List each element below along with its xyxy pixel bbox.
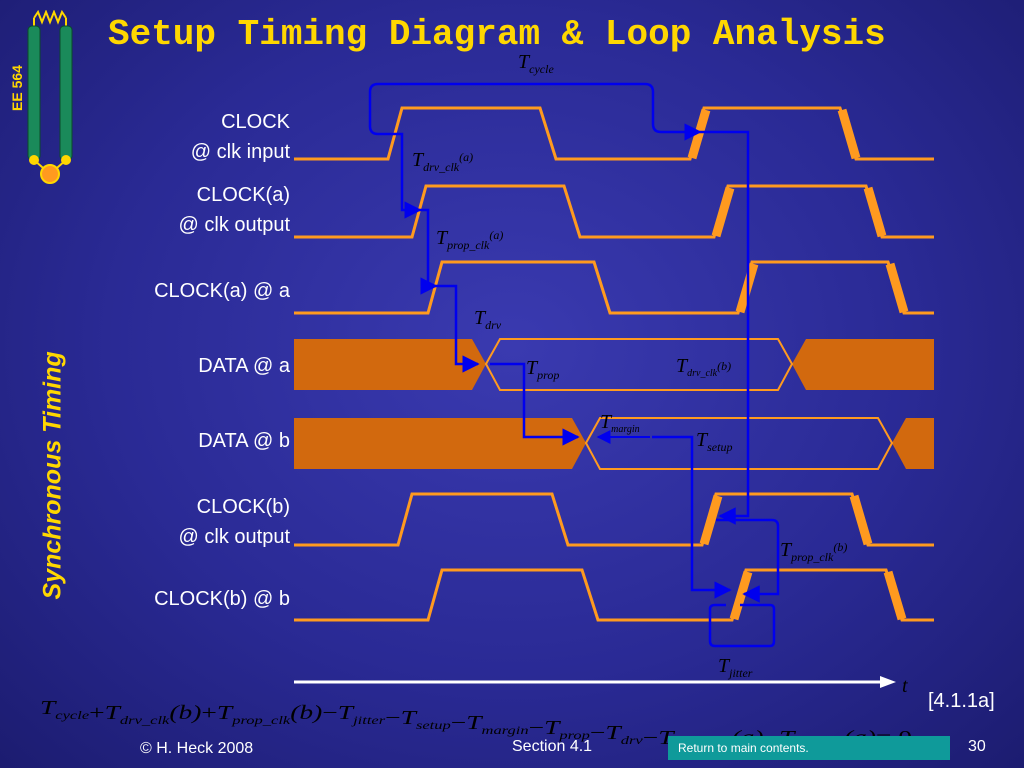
equation-operator: + — [201, 702, 217, 724]
waveform-clock-b — [294, 492, 934, 547]
equation-term-base: T — [40, 697, 58, 719]
label-tprop-clk-a: Tprop_clk(a) — [436, 227, 503, 252]
arrow-tdrv — [436, 284, 480, 373]
arrow-tdrv-clk-a — [398, 132, 422, 219]
equation-term-base: T — [544, 717, 562, 739]
arrow-tprop-clk-a — [420, 208, 438, 295]
equation-ref: [4.1.1a] — [928, 690, 995, 712]
equation-term-base: T — [466, 712, 484, 734]
edge-clock-b-rise — [699, 494, 723, 546]
signal-label-clock-a-at-a: CLOCK(a) @ a — [154, 280, 290, 302]
label-tprop: Tprop — [526, 357, 559, 382]
waveform-clock-b-at-b — [294, 568, 934, 622]
equation-term-base: T — [105, 702, 123, 724]
edge-clock-fall — [837, 108, 861, 160]
equation-term-base: T — [338, 702, 356, 724]
equation-term-base: T — [605, 722, 623, 744]
equation-term-sub: drv_clk — [120, 713, 170, 727]
footer-copyright: © H. Heck 2008 — [140, 740, 254, 757]
label-tdrv: Tdrv — [474, 307, 502, 332]
slide-title: Setup Timing Diagram & Loop Analysis — [108, 14, 886, 55]
arrow-tsetup — [652, 435, 732, 599]
equation-operator: + — [89, 702, 105, 724]
label-t-axis: t — [902, 675, 908, 697]
edge-clock-b-at-b-fall — [883, 570, 907, 621]
label-tdrv-clk-a: Tdrv_clk(a) — [412, 149, 473, 174]
footer-section: Section 4.1 — [512, 738, 593, 755]
label-tsetup: Tsetup — [696, 429, 732, 454]
equation-term-sub: prop_clk — [231, 713, 291, 727]
equation-term-sub: margin — [482, 723, 529, 737]
label-tcycle: Tcycle — [518, 51, 554, 76]
equation-paren-open: ( — [290, 702, 301, 724]
time-axis-arrowhead — [880, 676, 896, 688]
equation-operator: − — [385, 707, 401, 729]
signal-label-clock-b-at-b: CLOCK(b) @ b — [154, 588, 290, 610]
label-tmargin: Tmargin — [600, 411, 640, 435]
data-a-eye — [484, 338, 794, 391]
equation-operator: − — [322, 702, 338, 724]
edge-clock-b-fall — [849, 494, 873, 546]
data-b-fill-left — [294, 418, 586, 469]
signal-label-data-a: DATA @ a — [198, 355, 290, 377]
resistor-logo-icon — [27, 10, 73, 184]
edge-clock-rise — [687, 108, 711, 160]
equation-term-arg: b — [179, 702, 193, 724]
waveform-clock-a-at-a — [294, 260, 934, 315]
equation-operator: − — [529, 717, 545, 739]
jitter-box — [708, 603, 776, 648]
equation-term-sub: jitter — [350, 713, 385, 727]
equation-term-sub: prop — [558, 728, 590, 742]
equation-operator: − — [590, 722, 606, 744]
equation-paren-open: ( — [169, 702, 180, 724]
equation-operator: − — [451, 712, 467, 734]
equation-term-sub: cycle — [55, 708, 90, 722]
label-tjitter: Tjitter — [718, 655, 753, 680]
edge-clock-a-fall — [863, 186, 887, 238]
label-tprop-clk-b: Tprop_clk(b) — [780, 539, 847, 564]
arrow-tdrv-clk-b — [700, 130, 750, 525]
equation-term-sub: setup — [416, 718, 451, 732]
arrow-tprop-clk-b — [716, 518, 780, 603]
label-tdrv-clk-b: Tdrv_clk(b) — [676, 355, 731, 379]
arrow-tprop — [490, 362, 580, 446]
edge-clock-b-at-b-rise — [729, 570, 753, 621]
arrow-tcycle — [368, 82, 702, 141]
edge-clock-a-rise — [711, 186, 735, 238]
data-a-fill-right — [792, 339, 934, 390]
data-b-eye — [584, 417, 894, 470]
signal-label-clock-b: CLOCK(b) @ clk output — [178, 496, 290, 548]
equation-term-sub: drv — [621, 733, 644, 747]
equation-operator: − — [643, 727, 659, 749]
signal-label-clock-a: CLOCK(a) @ clk output — [178, 184, 290, 236]
signal-label-data-b: DATA @ b — [198, 430, 290, 452]
data-a-fill-left — [294, 339, 486, 390]
equation-term-base: T — [401, 707, 419, 729]
equation-paren-close: ) — [312, 702, 323, 724]
equation-paren-close: ) — [191, 702, 202, 724]
signal-label-clock: CLOCK @ clk input — [190, 111, 290, 163]
waveform-clock-a — [294, 184, 934, 239]
data-b-fill-right — [892, 418, 934, 469]
equation-term-base: T — [217, 702, 235, 724]
footer-page-number: 30 — [968, 738, 986, 755]
return-to-contents-link[interactable]: Return to main contents. — [668, 736, 950, 760]
equation-term-arg: b — [299, 702, 313, 724]
edge-clock-a-at-a-fall — [885, 262, 909, 314]
